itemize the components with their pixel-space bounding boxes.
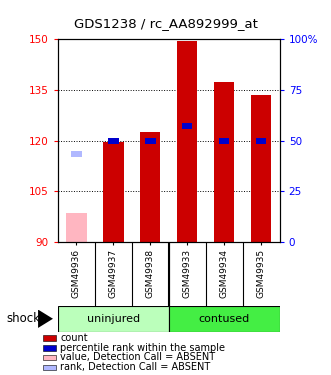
Polygon shape	[38, 310, 53, 328]
FancyBboxPatch shape	[58, 306, 169, 332]
Text: GSM49936: GSM49936	[72, 249, 81, 298]
Bar	[219, 138, 229, 144]
Text: GSM49938: GSM49938	[146, 249, 155, 298]
Text: contused: contused	[199, 314, 250, 324]
Text: GSM49934: GSM49934	[220, 249, 229, 298]
Bar	[256, 138, 266, 144]
Bar	[103, 142, 123, 242]
Text: GSM49935: GSM49935	[257, 249, 266, 298]
Text: GSM49937: GSM49937	[109, 249, 118, 298]
Bar	[251, 95, 271, 242]
Text: uninjured: uninjured	[87, 314, 140, 324]
FancyBboxPatch shape	[169, 306, 280, 332]
Bar	[66, 213, 87, 242]
Text: GSM49933: GSM49933	[183, 249, 192, 298]
Text: count: count	[60, 333, 88, 343]
Bar	[182, 123, 192, 129]
Text: shock: shock	[7, 312, 41, 325]
Bar	[108, 138, 118, 144]
Text: percentile rank within the sample: percentile rank within the sample	[60, 343, 225, 352]
Bar	[140, 132, 161, 242]
Bar	[177, 41, 198, 242]
Bar	[145, 138, 156, 144]
Text: rank, Detection Call = ABSENT: rank, Detection Call = ABSENT	[60, 362, 211, 372]
Bar	[71, 151, 81, 157]
Text: GDS1238 / rc_AA892999_at: GDS1238 / rc_AA892999_at	[73, 17, 258, 30]
Bar	[214, 82, 234, 242]
Text: value, Detection Call = ABSENT: value, Detection Call = ABSENT	[60, 352, 215, 362]
